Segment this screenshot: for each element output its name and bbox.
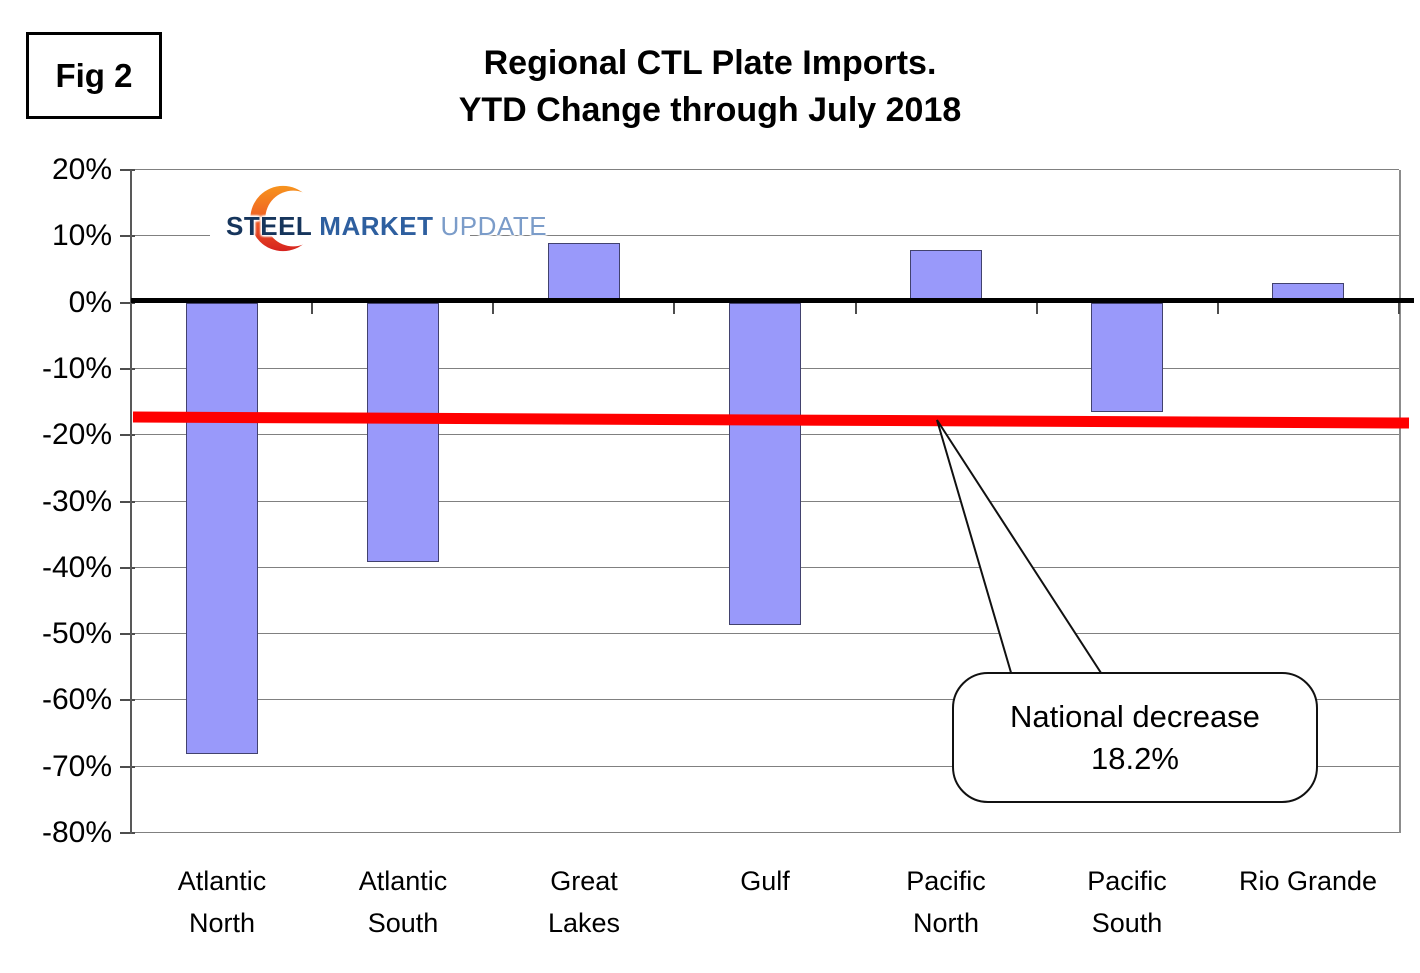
y-axis-label--40: -40% [41, 551, 112, 584]
gridline-20 [131, 169, 1399, 170]
zero-axis-line [131, 298, 1414, 303]
y-axis-tick--20 [120, 434, 135, 436]
chart-title-line1: Regional CTL Plate Imports. [483, 44, 937, 82]
x-axis-tick-7 [1398, 303, 1400, 314]
bar-great-lakes [548, 243, 620, 303]
y-axis-label--70: -70% [41, 750, 112, 783]
y-axis-label--20: -20% [41, 418, 112, 451]
fig-label: Fig 2 [55, 56, 133, 94]
x-axis-tick-5 [1036, 303, 1038, 314]
y-axis-tick-20 [120, 169, 135, 171]
x-axis-label-line: North [188, 908, 256, 938]
x-axis-label-pacific-south: Pacific South [1036, 860, 1218, 944]
x-axis-label-line: Great [550, 866, 618, 896]
x-axis-label-great-lakes: Great Lakes [493, 860, 675, 944]
y-axis-tick-0 [120, 302, 135, 304]
smu-logo-text: STEEL MARKET UPDATE [226, 211, 547, 242]
y-axis-tick--10 [120, 368, 135, 370]
x-axis-label-line: Pacific [906, 866, 986, 896]
bar-atlantic-south [367, 303, 439, 562]
chart-title-line2: YTD Change through July 2018 [458, 91, 962, 129]
bar-pacific-south [1091, 303, 1163, 412]
y-axis-label--10: -10% [41, 352, 112, 385]
x-axis-label-line: Gulf [740, 866, 790, 896]
steel-market-update-logo: STEEL MARKET UPDATE [210, 179, 547, 279]
callout-line1: National decrease [1010, 698, 1260, 734]
y-axis-label--80: -80% [41, 816, 112, 849]
x-axis-label-line: Lakes [547, 908, 621, 938]
y-axis-tick--50 [120, 633, 135, 635]
y-axis-tick--60 [120, 699, 135, 701]
smu-logo-word-update: UPDATE [440, 211, 548, 241]
y-axis-tick-10 [120, 235, 135, 237]
y-axis-label-20: 20% [51, 153, 112, 186]
gridline--60 [131, 699, 1399, 700]
x-axis-label-pacific-north: Pacific North [855, 860, 1037, 944]
bar-pacific-north [910, 250, 982, 303]
y-axis-tick--30 [120, 501, 135, 503]
x-axis-label-line: Pacific [1087, 866, 1167, 896]
callout-line2: 18.2% [1091, 740, 1179, 776]
y-axis-label--60: -60% [41, 683, 112, 716]
x-axis-tick-1 [311, 303, 313, 314]
y-axis-label-10: 10% [51, 219, 112, 252]
x-axis-label-atlantic-south: Atlantic South [312, 860, 494, 944]
x-axis-label-line: Atlantic [358, 866, 448, 896]
y-axis-line [130, 170, 132, 834]
smu-crescent-icon [250, 185, 317, 252]
x-axis-label-atlantic-north: Atlantic North [131, 860, 313, 944]
x-axis-label-line: Rio Grande [1238, 866, 1378, 896]
fig-label-box: Fig 2 [26, 32, 162, 119]
y-axis-tick--70 [120, 766, 135, 768]
callout-bubble: National decrease 18.2% [952, 672, 1318, 803]
x-axis-label-rio-grande: Rio Grande [1217, 860, 1399, 902]
plot-right-border [1399, 170, 1401, 833]
x-axis-tick-4 [855, 303, 857, 314]
gridline--50 [131, 633, 1399, 634]
smu-logo-word-market: MARKET [319, 211, 434, 241]
bar-gulf [729, 303, 801, 625]
x-axis-label-line: South [367, 908, 439, 938]
x-axis-tick-6 [1217, 303, 1219, 314]
y-axis-label-0: 0% [68, 286, 112, 319]
gridline--80 [131, 832, 1399, 833]
gridline-10 [131, 235, 1399, 236]
y-axis-tick--40 [120, 567, 135, 569]
chart-title: Regional CTL Plate Imports. YTD Change t… [320, 40, 1100, 134]
x-axis-label-line: North [912, 908, 980, 938]
gridline--70 [131, 766, 1399, 767]
y-axis-tick--80 [120, 832, 135, 834]
y-axis-label--30: -30% [41, 485, 112, 518]
x-axis-tick-2 [492, 303, 494, 314]
x-axis-label-gulf: Gulf [674, 860, 856, 902]
x-axis-label-line: Atlantic [177, 866, 267, 896]
x-axis-label-line: South [1091, 908, 1163, 938]
smu-logo-word-steel: STEEL [226, 211, 313, 241]
x-axis-tick-3 [673, 303, 675, 314]
y-axis-label--50: -50% [41, 617, 112, 650]
bar-atlantic-north [186, 303, 258, 754]
